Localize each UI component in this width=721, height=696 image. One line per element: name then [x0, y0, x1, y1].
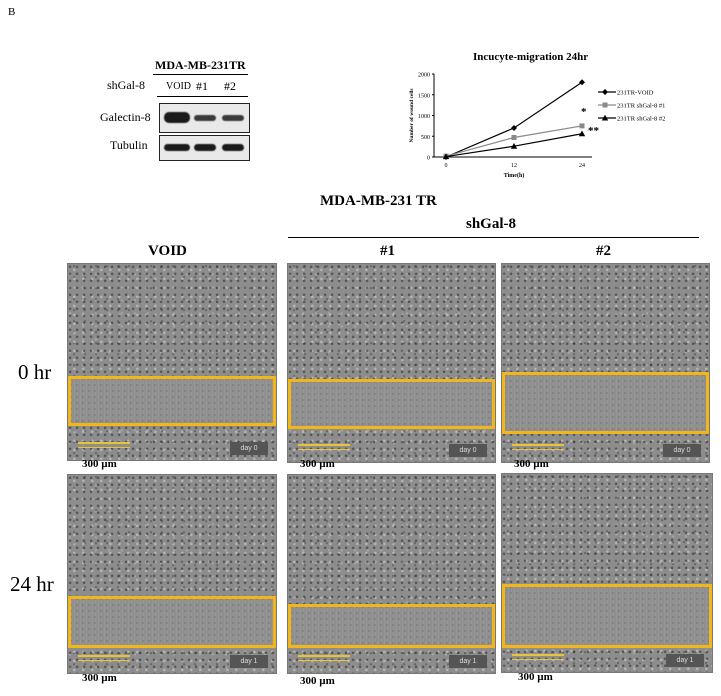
micrograph-void-0hr: day 0	[67, 263, 277, 461]
micrograph-sh1-0hr: day 0	[287, 263, 496, 463]
column-label-void: VOID	[148, 243, 187, 259]
micrograph-sh2-24hr: day 1	[501, 473, 713, 673]
blot-title-underline	[153, 74, 248, 75]
micrograph-void-24hr: day 1	[67, 474, 277, 674]
x-axis-label: Time(h)	[504, 172, 525, 179]
scale-bar	[512, 654, 564, 660]
cell-line-heading: MDA-MB-231 TR	[320, 193, 437, 209]
day-tag: day 0	[230, 442, 268, 455]
wound-box	[502, 584, 712, 648]
significance-stars: **	[588, 125, 600, 137]
data-point	[510, 143, 518, 149]
blot-row-tubulin: Tubulin	[110, 138, 148, 152]
chart-title: Incucyte-migration 24hr	[473, 51, 589, 63]
scale-bar	[298, 655, 350, 661]
day-tag: day 0	[449, 444, 487, 457]
micrograph-sh1-24hr: day 1	[287, 474, 496, 674]
data-point	[579, 123, 585, 129]
wound-box	[68, 596, 276, 648]
y-axis-label: Number of wound cells	[409, 88, 415, 142]
wound-box	[68, 376, 276, 426]
scale-label: 300 µm	[82, 458, 117, 470]
x-tick-label: 24	[579, 163, 585, 169]
scale-bar	[298, 444, 350, 450]
row-label-0hr: 0 hr	[18, 360, 52, 384]
blot-tubulin	[159, 135, 250, 161]
scale-label: 300 µm	[300, 458, 335, 470]
column-label-1: #1	[380, 243, 395, 259]
data-point	[579, 79, 585, 86]
scale-label: 300 µm	[82, 672, 117, 684]
y-tick-label: 500	[421, 135, 430, 141]
blot-row-galectin8: Galectin-8	[100, 110, 151, 124]
legend-marker	[602, 102, 608, 108]
legend-label: 231TR-VOID	[617, 89, 654, 96]
day-tag: day 1	[230, 655, 268, 668]
y-tick-label: 1000	[418, 114, 430, 120]
blot-title: MDA-MB-231TR	[155, 58, 246, 72]
scale-label: 300 µm	[514, 458, 549, 470]
x-tick-label: 12	[511, 163, 517, 169]
row-label-24hr: 24 hr	[10, 572, 54, 596]
day-tag: day 1	[449, 655, 487, 668]
wound-box	[288, 604, 495, 648]
migration-line-chart: 0 500 1000 1500 2000 0 12 24 Time(h) Number of wo…	[409, 73, 665, 180]
y-tick-label: 0	[427, 156, 430, 162]
data-point	[442, 153, 450, 160]
scale-label: 300 µm	[300, 675, 335, 687]
legend-marker	[601, 114, 609, 121]
day-tag: day 1	[666, 654, 704, 667]
column-label-2: #2	[596, 243, 611, 259]
blot-lane-2: #2	[224, 79, 236, 93]
legend-label: 231TR shGal-8 #1	[617, 102, 665, 109]
scale-bar	[78, 655, 130, 661]
scale-bar	[512, 444, 564, 450]
panel-letter: B	[8, 6, 16, 18]
data-point	[511, 134, 517, 140]
day-tag: day 0	[663, 444, 701, 457]
blot-lane-void: VOID	[166, 81, 191, 92]
blot-galectin8	[159, 103, 250, 133]
data-point	[511, 124, 517, 131]
scale-label: 300 µm	[518, 671, 553, 683]
blot-lane-underline	[157, 96, 248, 97]
group-underline	[288, 237, 699, 238]
y-tick-label: 2000	[418, 73, 430, 79]
scale-bar	[78, 442, 130, 448]
wound-box	[502, 372, 709, 434]
blot-lane-1: #1	[196, 79, 208, 93]
legend-label: 231TR shGal-8 #2	[617, 115, 665, 122]
group-heading: shGal-8	[466, 216, 517, 232]
blot-shrna-label: shGal-8	[107, 78, 145, 92]
data-point	[578, 130, 586, 137]
y-tick-label: 1500	[418, 93, 430, 99]
significance-star: *	[581, 106, 587, 118]
legend-marker	[602, 89, 608, 95]
micrograph-sh2-0hr: day 0	[501, 263, 710, 463]
x-tick-label: 0	[445, 163, 448, 169]
wound-box	[288, 379, 495, 429]
